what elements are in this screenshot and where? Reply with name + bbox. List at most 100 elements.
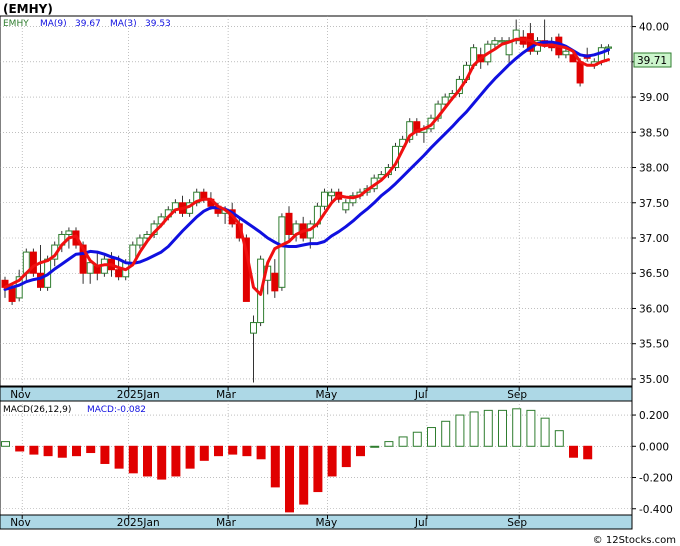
price-y-tick-label: 37.00 — [639, 233, 669, 245]
macd-x-tick-label: May — [316, 517, 338, 529]
macd-histogram — [1, 408, 593, 513]
macd-bar-negative — [199, 445, 209, 461]
candle-down — [271, 259, 279, 298]
macd-bar-positive — [483, 409, 493, 447]
candle-body — [136, 237, 144, 246]
candle-body — [406, 121, 414, 140]
macd-bar-positive — [370, 445, 380, 448]
macd-y-tick-label: -0.400 — [639, 504, 673, 516]
last-price-tag: 39.71 — [633, 52, 672, 68]
price-y-tick-label: 38.00 — [639, 163, 669, 175]
price-y-tick-label: 37.50 — [639, 198, 669, 210]
macd-bar-positive — [498, 409, 507, 447]
macd-value-label: MACD:-0.082 — [87, 405, 146, 415]
macd-bar-negative — [43, 445, 53, 457]
candle-body — [576, 61, 584, 84]
candle-body — [498, 40, 506, 43]
price-x-tick-label: Mar — [216, 389, 236, 401]
candle-body — [441, 96, 449, 105]
price-y-tick-label: 40.00 — [639, 22, 669, 34]
price-y-axis: 40.0039.5039.0038.5038.0037.5037.0036.50… — [632, 22, 669, 386]
legend-ma9-label: MA(9) — [40, 19, 67, 29]
macd-bar-positive — [540, 417, 550, 447]
macd-bar-negative — [128, 445, 138, 474]
macd-y-axis: 0.200 0.000 -0.200 -0.400 — [632, 410, 673, 516]
macd-bar-negative — [242, 445, 252, 457]
candle-body — [37, 272, 44, 288]
macd-x-tick-label: Jul — [414, 517, 428, 529]
candle-body — [328, 191, 336, 197]
macd-bar-negative — [228, 445, 238, 455]
macd-bar-negative — [341, 445, 351, 468]
macd-y-tick-label: -0.200 — [639, 473, 673, 485]
macd-bar-negative — [270, 445, 280, 488]
macd-bar-negative — [285, 445, 294, 513]
macd-bar-negative — [185, 445, 195, 469]
candle-body — [250, 322, 257, 334]
watermark: © 12Stocks.com — [593, 535, 676, 546]
macd-bar-negative — [256, 445, 266, 460]
candle-up — [136, 234, 144, 249]
price-panel — [0, 15, 633, 387]
candle-down — [285, 206, 293, 242]
candle-up — [278, 213, 286, 291]
ma3-line — [3, 37, 610, 296]
macd-bar-negative — [57, 445, 67, 458]
macd-bar-positive — [512, 408, 522, 447]
macd-bar-negative — [157, 445, 167, 480]
price-y-tick-label: 38.50 — [639, 127, 669, 139]
legend-ma3-label: MA(3) — [110, 19, 137, 29]
candle-up — [321, 188, 328, 210]
price-y-tick-label: 36.00 — [639, 303, 669, 315]
price-y-tick-label: 36.50 — [639, 268, 669, 280]
macd-x-tick-label: Sep — [507, 517, 527, 529]
price-x-tick-label: May — [316, 389, 338, 401]
macd-bar-negative — [100, 445, 110, 464]
macd-bar-positive — [384, 441, 394, 447]
macd-bar-negative — [15, 445, 25, 452]
macd-bar-negative — [214, 445, 223, 457]
macd-bar-positive — [1, 441, 10, 447]
candle-body — [115, 269, 123, 278]
candle-up — [328, 188, 336, 203]
candle-body — [29, 251, 37, 274]
last-price-tag-box — [633, 52, 672, 68]
macd-bar-negative — [313, 445, 323, 493]
last-price-tag-label: 39.71 — [637, 55, 667, 67]
macd-bar-negative — [143, 445, 152, 477]
macd-x-axis-band — [0, 514, 633, 530]
macd-bar-negative — [29, 445, 39, 455]
macd-bar-negative — [569, 445, 578, 458]
price-x-tick-label: Jul — [414, 389, 428, 401]
macd-bar-negative — [327, 445, 337, 477]
price-grid — [0, 16, 632, 386]
macd-x-tick-label: Nov — [10, 517, 31, 529]
price-x-tick-label: 2025Jan — [117, 389, 160, 401]
candle-body — [562, 50, 570, 56]
candle-up — [562, 47, 570, 59]
macd-bar-positive — [554, 430, 564, 447]
candle-body — [285, 212, 293, 235]
macd-bar-positive — [441, 420, 451, 447]
moving-average-lines — [3, 37, 610, 296]
price-x-tick-label: Nov — [10, 389, 31, 401]
price-y-tick-label: 35.50 — [639, 339, 669, 351]
price-x-tick-label: Sep — [507, 389, 527, 401]
macd-bar-positive — [427, 427, 436, 447]
candle-body — [605, 46, 612, 49]
candle-body — [271, 272, 279, 292]
price-x-axis: Nov 2025Jan Mar May Jul Sep — [10, 387, 527, 401]
macd-y-tick-label: 0.200 — [639, 410, 669, 422]
macd-bar-negative — [171, 445, 181, 477]
legend-symbol: EMHY — [3, 19, 29, 29]
macd-x-tick-label: 2025Jan — [117, 517, 160, 529]
macd-bar-positive — [469, 411, 479, 447]
candle-up — [86, 259, 94, 284]
macd-bar-positive — [412, 431, 422, 447]
macd-x-axis: Nov 2025Jan Mar May Jul Sep — [10, 515, 527, 529]
price-y-tick-label: 35.00 — [639, 374, 669, 386]
price-legend: EMHY MA(9) 39.67 MA(3) 39.53 — [3, 19, 171, 29]
legend-ma3-value: 39.53 — [145, 19, 171, 29]
candle-body — [342, 202, 350, 211]
